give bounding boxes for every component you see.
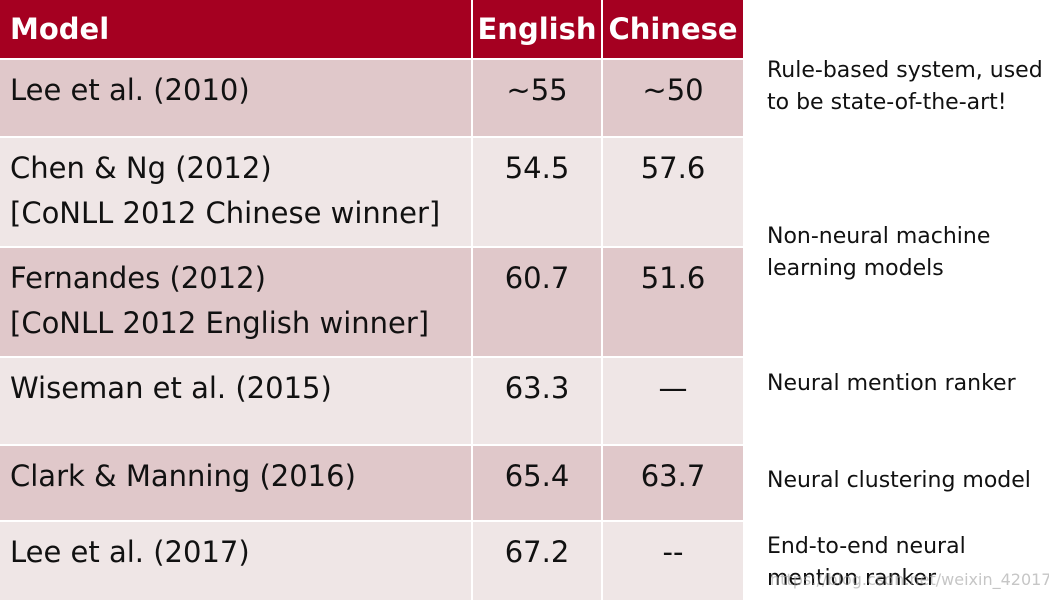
- annotation-line: End-to-end neural: [767, 534, 966, 559]
- table-cell: Clark & Manning (2016): [0, 446, 473, 522]
- header-cell: Chinese: [603, 0, 745, 60]
- table-cell: —: [603, 358, 745, 446]
- annotation: Rule-based system, used to be state-of-th…: [767, 55, 1043, 119]
- table-cell: Chen & Ng (2012) [CoNLL 2012 Chinese winn…: [0, 138, 473, 248]
- table-cell: --: [603, 522, 745, 602]
- annotation: Neural mention ranker: [767, 368, 1016, 400]
- table-cell: 63.7: [603, 446, 745, 522]
- table-cell: 57.6: [603, 138, 745, 248]
- annotation: End-to-end neural mention ranker: [767, 531, 966, 595]
- model-line: Fernandes (2012): [10, 261, 266, 295]
- table-cell: 54.5: [473, 138, 603, 248]
- value: ~50: [642, 73, 704, 107]
- annotation-line: Rule-based system, used: [767, 58, 1043, 83]
- value: 65.4: [504, 459, 570, 493]
- value: --: [662, 535, 684, 569]
- table-cell: 63.3: [473, 358, 603, 446]
- table-cell: 51.6: [603, 248, 745, 358]
- value: 54.5: [504, 151, 570, 185]
- value: 51.6: [640, 261, 706, 295]
- annotation-line: Neural mention ranker: [767, 371, 1016, 396]
- table-cell: ~50: [603, 60, 745, 138]
- header-cell: English: [473, 0, 603, 60]
- table-cell: Lee et al. (2010): [0, 60, 473, 138]
- annotation-line: Non-neural machine: [767, 224, 991, 249]
- table-cell: 65.4: [473, 446, 603, 522]
- value: 63.7: [640, 459, 706, 493]
- table-cell: Lee et al. (2017): [0, 522, 473, 602]
- value: 63.3: [504, 371, 570, 405]
- table-cell: 60.7: [473, 248, 603, 358]
- table-cell: ~55: [473, 60, 603, 138]
- watermark: https://blog.csdn.net/weixin_42017042: [770, 570, 1049, 589]
- annotation: Non-neural machine learning models: [767, 221, 990, 285]
- annotation-line: mention ranker: [767, 566, 937, 591]
- annotation-line: learning models: [767, 256, 944, 281]
- table-cell: 67.2: [473, 522, 603, 602]
- table-cell: Wiseman et al. (2015): [0, 358, 473, 446]
- model-line: Clark & Manning (2016): [10, 459, 356, 493]
- table-cell: Fernandes (2012) [CoNLL 2012 English winn…: [0, 248, 473, 358]
- model-line: Lee et al. (2010): [10, 73, 250, 107]
- header-cell: Model: [0, 0, 473, 60]
- model-line: Wiseman et al. (2015): [10, 371, 332, 405]
- value: —: [658, 371, 688, 405]
- value: 67.2: [504, 535, 570, 569]
- annotation: Neural clustering model: [767, 465, 1031, 497]
- value: 57.6: [640, 151, 706, 185]
- value: 60.7: [504, 261, 570, 295]
- value: ~55: [506, 73, 568, 107]
- annotation-line: to be state-of-the-art!: [767, 90, 1007, 115]
- model-line: Lee et al. (2017): [10, 535, 250, 569]
- model-line: Chen & Ng (2012): [10, 151, 272, 185]
- model-line: [CoNLL 2012 English winner]: [10, 306, 430, 340]
- annotation-line: Neural clustering model: [767, 468, 1031, 493]
- model-line: [CoNLL 2012 Chinese winner]: [10, 196, 441, 230]
